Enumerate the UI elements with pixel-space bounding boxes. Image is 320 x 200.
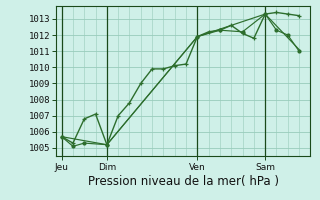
X-axis label: Pression niveau de la mer( hPa ): Pression niveau de la mer( hPa ) xyxy=(88,175,279,188)
